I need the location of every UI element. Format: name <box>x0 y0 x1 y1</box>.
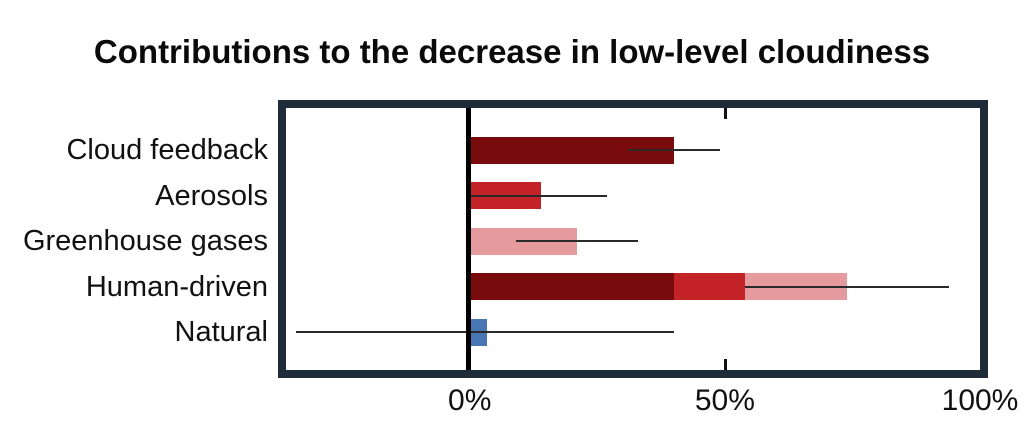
category-label: Greenhouse gases <box>22 225 268 257</box>
zero-axis-line <box>465 108 471 370</box>
x-tick-label: 0% <box>448 384 492 417</box>
error-bar <box>745 285 950 288</box>
x-tick-label: 100% <box>941 384 1019 417</box>
x-tick-mark <box>723 108 727 119</box>
chart-title: Contributions to the decrease in low-lev… <box>93 33 931 70</box>
category-label: Natural <box>174 316 269 348</box>
error-bar <box>296 331 674 333</box>
error-bar <box>515 240 639 242</box>
bar-segment <box>469 273 674 300</box>
category-label: Aerosols <box>155 179 268 212</box>
x-tick-mark <box>723 359 727 370</box>
plot-frame <box>278 100 988 378</box>
category-label: Cloud feedback <box>66 134 268 166</box>
plot-area <box>286 108 980 370</box>
category-label: Human-driven <box>85 270 268 303</box>
x-tick-label: 50% <box>694 384 755 417</box>
error-bar <box>627 149 720 151</box>
bar-segment <box>673 273 746 300</box>
error-bar <box>469 194 608 197</box>
